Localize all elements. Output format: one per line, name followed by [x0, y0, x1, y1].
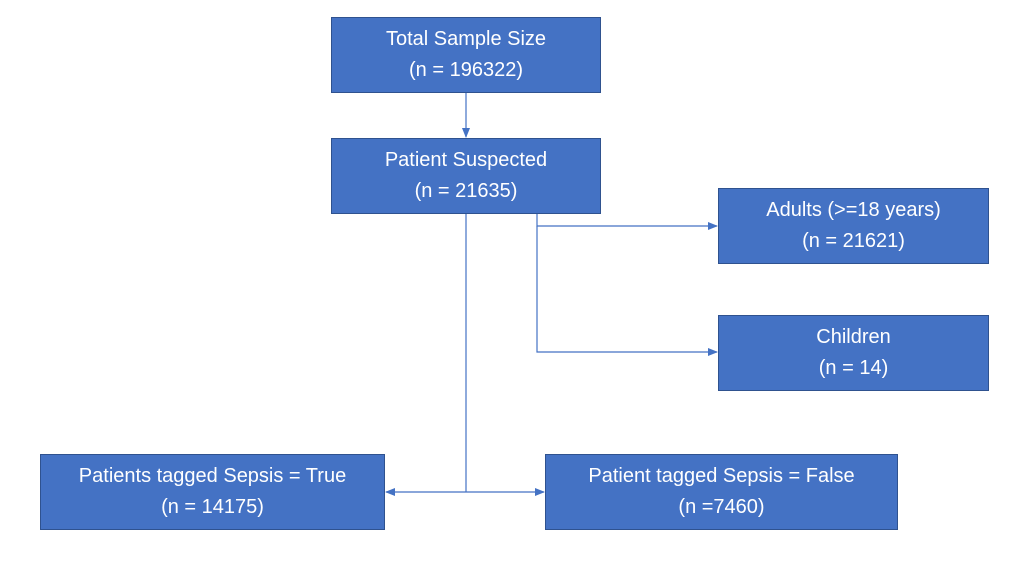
children-count: (n = 14): [818, 357, 889, 379]
patient-suspected-count: (n = 21635): [414, 180, 518, 202]
total-sample-count: (n = 196322): [409, 59, 523, 81]
sepsis-true-count: (n = 14175): [161, 496, 264, 518]
adults-node: Adults (>=18 years) (n = 21621): [718, 188, 989, 264]
adults-count: (n = 21621): [802, 230, 905, 252]
sepsis-false-count: (n =7460): [678, 496, 765, 518]
patient-suspected-node: Patient Suspected (n = 21635): [331, 138, 601, 214]
children-label: Children: [816, 326, 891, 348]
connector-suspected-to-children: [536, 226, 718, 356]
sepsis-true-label: Patients tagged Sepsis = True: [78, 465, 347, 487]
connector-suspected-to-adults: [536, 214, 718, 230]
total-sample-node: Total Sample Size (n = 196322): [331, 17, 601, 93]
sepsis-false-node: Patient tagged Sepsis = False (n =7460): [545, 454, 898, 530]
children-node: Children (n = 14): [718, 315, 989, 391]
total-sample-label: Total Sample Size: [385, 28, 547, 50]
patient-suspected-label: Patient Suspected: [384, 149, 548, 171]
sepsis-true-node: Patients tagged Sepsis = True (n = 14175…: [40, 454, 385, 530]
sepsis-false-label: Patient tagged Sepsis = False: [588, 465, 855, 487]
adults-label: Adults (>=18 years): [766, 199, 941, 221]
